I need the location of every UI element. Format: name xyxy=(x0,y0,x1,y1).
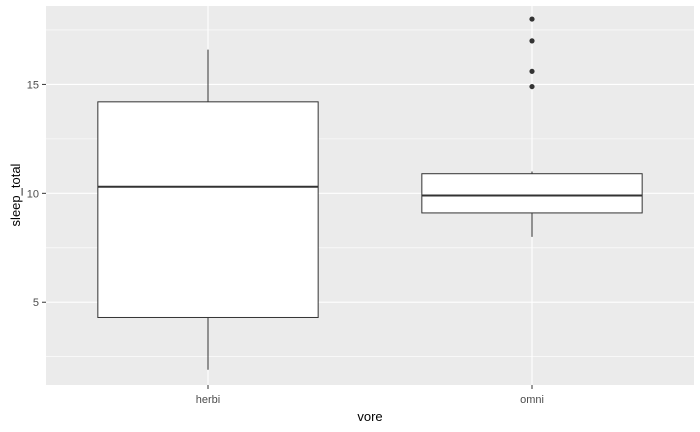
y-tick-label: 5 xyxy=(33,297,39,309)
outlier-point xyxy=(529,38,535,44)
box-iqr xyxy=(421,173,643,214)
x-axis: herbi omni xyxy=(196,385,544,406)
y-axis: 5 10 15 xyxy=(27,79,46,309)
box-herbi xyxy=(97,49,319,370)
outlier-point xyxy=(529,83,535,90)
x-tick-label: omni xyxy=(520,394,544,406)
x-tick-label: herbi xyxy=(196,394,220,406)
box-iqr xyxy=(97,101,319,318)
outlier-point xyxy=(529,68,535,74)
y-tick-label: 10 xyxy=(27,188,39,200)
y-axis-title: sleep_total xyxy=(8,163,23,226)
x-axis-title: vore xyxy=(357,409,382,424)
box-series xyxy=(97,16,643,370)
outlier-point xyxy=(529,16,535,22)
y-tick-label: 15 xyxy=(27,79,39,91)
box-omni xyxy=(421,16,643,237)
